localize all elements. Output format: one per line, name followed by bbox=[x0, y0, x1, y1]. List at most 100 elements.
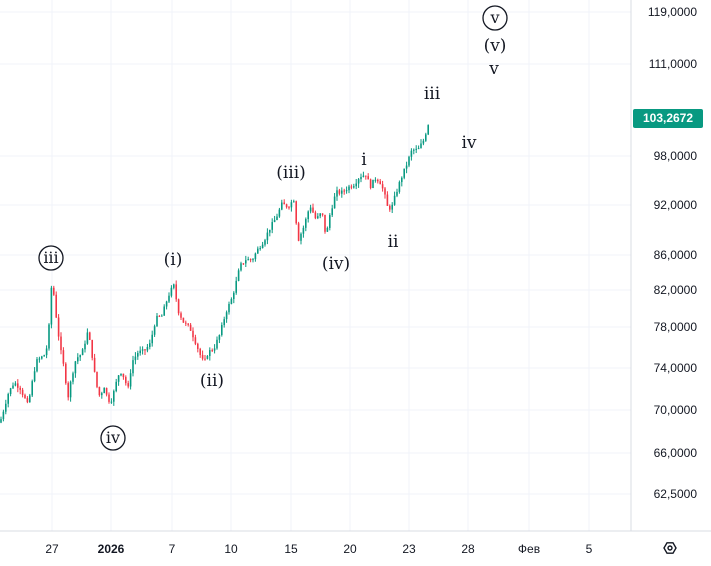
price-tick-label: 70,0000 bbox=[654, 403, 698, 417]
candle-body bbox=[129, 373, 132, 387]
candle-body bbox=[31, 381, 33, 396]
wave-label: iv bbox=[106, 428, 120, 447]
candle-body bbox=[312, 207, 314, 213]
last-price-tag: 103,2672 bbox=[633, 109, 703, 128]
settings-button[interactable] bbox=[663, 542, 677, 554]
candle-body bbox=[194, 337, 197, 344]
candle-body bbox=[168, 295, 170, 302]
candle-body bbox=[350, 186, 353, 188]
last-price-value: 103,2672 bbox=[643, 111, 693, 125]
candle-body bbox=[240, 263, 242, 271]
candle-body bbox=[74, 361, 77, 374]
candle-body bbox=[288, 207, 290, 209]
candle-body bbox=[175, 284, 177, 300]
wave-label: iii bbox=[43, 248, 58, 267]
candle-body bbox=[237, 270, 240, 281]
price-tick-label: 111,0000 bbox=[649, 57, 698, 71]
candle-body bbox=[96, 371, 98, 387]
wave-label: v bbox=[488, 59, 499, 79]
candle-body bbox=[17, 383, 19, 388]
candle-body bbox=[384, 188, 386, 195]
candle-body bbox=[331, 208, 333, 216]
grid bbox=[0, 0, 631, 531]
candle-body bbox=[324, 214, 326, 232]
candle-body bbox=[247, 259, 249, 261]
candle-body bbox=[391, 204, 393, 210]
candle-body bbox=[161, 315, 163, 317]
candle-body bbox=[213, 348, 216, 351]
candle-body bbox=[0, 419, 2, 423]
candle-body bbox=[141, 349, 144, 351]
candle-body bbox=[408, 156, 410, 166]
candle-body bbox=[405, 165, 408, 169]
candle-body bbox=[201, 354, 204, 359]
candle-body bbox=[285, 204, 288, 208]
candle-body bbox=[257, 248, 259, 254]
candle-body bbox=[79, 355, 81, 358]
candle-body bbox=[302, 227, 305, 234]
candle-body bbox=[173, 284, 175, 288]
price-tick-label: 98,0000 bbox=[654, 149, 698, 163]
candle-body bbox=[379, 181, 381, 185]
candle-body bbox=[43, 355, 45, 357]
candle-body bbox=[158, 315, 161, 317]
candle-body bbox=[110, 401, 113, 403]
time-tick-label: 27 bbox=[45, 542, 59, 556]
candle-body bbox=[223, 319, 225, 326]
candle-body bbox=[209, 350, 211, 357]
candle-body bbox=[261, 244, 264, 249]
candle-body bbox=[204, 358, 206, 360]
candle-body bbox=[57, 317, 60, 337]
candle-body bbox=[41, 356, 43, 359]
candle-body bbox=[67, 383, 69, 398]
candle-body bbox=[38, 358, 41, 360]
candle-body bbox=[293, 201, 295, 203]
candle-body bbox=[365, 175, 367, 177]
candle-body bbox=[338, 190, 341, 194]
candle-body bbox=[420, 143, 422, 149]
price-tick-label: 66,0000 bbox=[654, 446, 698, 460]
candle-body bbox=[276, 216, 278, 220]
candle-body bbox=[413, 149, 415, 151]
price-tick-label: 92,0000 bbox=[654, 198, 698, 212]
wave-label-circle bbox=[100, 425, 126, 451]
candle-body bbox=[309, 207, 312, 212]
candle-body bbox=[425, 134, 427, 141]
candle-body bbox=[60, 336, 62, 351]
candle-body bbox=[307, 211, 309, 220]
candle-body bbox=[146, 347, 149, 351]
price-axis[interactable]: 119,0000 111,0000 98,0000 92,0000 86,0000 82,… bbox=[648, 5, 697, 501]
candle-body bbox=[187, 323, 189, 325]
candle-body bbox=[72, 373, 74, 382]
candles bbox=[0, 124, 429, 424]
candle-body bbox=[132, 360, 134, 374]
candle-body bbox=[134, 356, 137, 361]
candle-body bbox=[216, 339, 218, 349]
candle-body bbox=[36, 359, 38, 372]
candle-body bbox=[197, 343, 199, 349]
wave-label: (iii) bbox=[276, 163, 306, 183]
price-tick-label: 74,0000 bbox=[654, 361, 698, 375]
candle-body bbox=[393, 195, 396, 205]
wave-label: iii bbox=[424, 84, 441, 104]
wave-label: i bbox=[361, 150, 367, 170]
candle-body bbox=[62, 350, 65, 364]
wave-label: (v) bbox=[484, 36, 507, 56]
candle-body bbox=[101, 393, 103, 396]
candle-body bbox=[374, 179, 377, 181]
candle-body bbox=[245, 260, 247, 264]
candle-body bbox=[120, 373, 122, 376]
candle-body bbox=[305, 219, 307, 228]
candle-body bbox=[29, 395, 31, 403]
candle-body bbox=[165, 301, 168, 307]
candle-body bbox=[103, 387, 105, 394]
candle-body bbox=[153, 326, 156, 335]
candle-body bbox=[185, 322, 187, 324]
time-axis[interactable]: 27 2026 7 10 15 20 23 28 Фев 5 bbox=[45, 542, 592, 556]
candle-body bbox=[127, 383, 129, 387]
candle-body bbox=[139, 350, 141, 354]
candle-body bbox=[26, 398, 29, 403]
